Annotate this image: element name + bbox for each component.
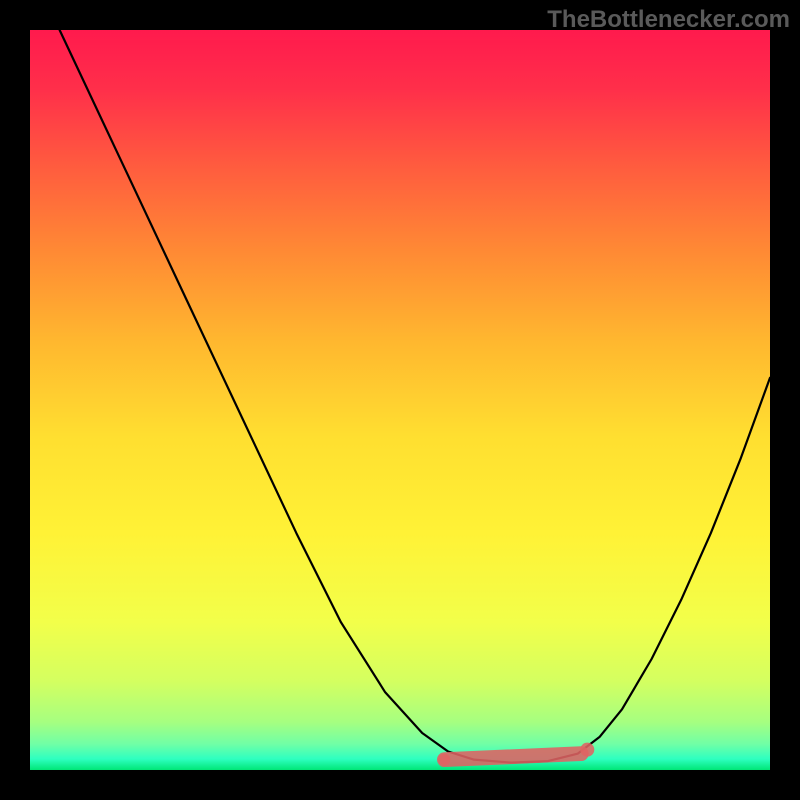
bottleneck-chart: TheBottlenecker.com [0, 0, 800, 800]
watermark-text: TheBottlenecker.com [547, 6, 790, 34]
chart-svg [0, 0, 800, 800]
plot-gradient-background [30, 30, 770, 770]
